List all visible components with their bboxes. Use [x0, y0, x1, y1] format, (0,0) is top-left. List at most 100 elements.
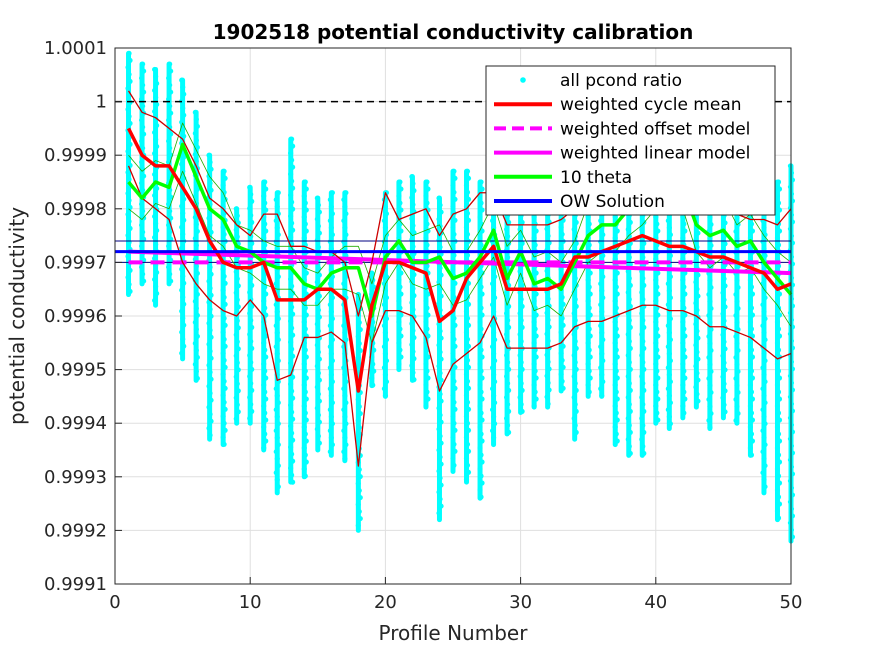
pcond-point	[192, 151, 198, 157]
pcond-point	[314, 237, 320, 243]
pcond-point	[127, 99, 133, 105]
pcond-point	[545, 401, 551, 407]
pcond-point	[168, 236, 174, 242]
pcond-point	[194, 354, 200, 360]
pcond-point	[220, 350, 226, 356]
pcond-point	[641, 408, 647, 414]
pcond-point	[452, 175, 458, 181]
pcond-point	[220, 434, 226, 440]
pcond-point	[409, 363, 415, 369]
pcond-point	[749, 228, 756, 234]
pcond-point	[424, 263, 430, 269]
pcond-point	[450, 203, 456, 209]
pcond-point	[612, 361, 618, 367]
pcond-point	[479, 186, 485, 192]
pcond-point	[356, 340, 362, 347]
pcond-point	[275, 400, 281, 406]
pcond-point	[477, 319, 483, 325]
pcond-point	[532, 368, 538, 374]
pcond-point	[451, 378, 457, 384]
pcond-point	[761, 225, 767, 231]
pcond-point	[249, 198, 255, 204]
pcond-point	[153, 241, 159, 248]
pcond-point	[748, 221, 755, 227]
pcond-point	[450, 392, 456, 398]
pcond-point	[263, 291, 269, 297]
pcond-point	[600, 274, 606, 280]
pcond-point	[314, 426, 320, 432]
pcond-point	[491, 372, 497, 378]
pcond-point	[760, 470, 766, 476]
pcond-point	[639, 352, 645, 358]
pcond-point	[787, 226, 794, 232]
pcond-point	[126, 176, 132, 182]
pcond-point	[288, 465, 294, 471]
pcond-point	[614, 270, 620, 276]
pcond-point	[206, 152, 212, 158]
pcond-point	[383, 316, 390, 322]
pcond-point	[641, 366, 647, 372]
pcond-point	[477, 487, 483, 493]
pcond-point	[721, 234, 727, 240]
pcond-point	[289, 136, 295, 142]
pcond-point	[546, 387, 552, 393]
pcond-point	[221, 441, 227, 447]
pcond-point	[288, 213, 294, 219]
pcond-point	[180, 294, 186, 300]
pcond-point	[706, 375, 712, 382]
pcond-point	[776, 480, 783, 486]
pcond-point	[572, 422, 578, 428]
pcond-point	[355, 522, 361, 529]
pcond-point	[126, 113, 132, 119]
pcond-point	[396, 193, 402, 199]
pcond-point	[762, 421, 768, 427]
pcond-point	[222, 364, 228, 370]
pcond-point	[544, 352, 550, 358]
pcond-point	[233, 332, 239, 338]
pcond-point	[681, 305, 687, 311]
pcond-point	[666, 414, 672, 420]
pcond-point	[491, 414, 497, 420]
pcond-point	[179, 308, 185, 314]
pcond-point	[585, 214, 591, 220]
pcond-point	[465, 280, 472, 286]
pcond-point	[341, 281, 347, 287]
pcond-point	[533, 396, 539, 402]
pcond-point	[220, 329, 226, 335]
pcond-point	[477, 466, 483, 472]
pcond-point	[599, 288, 605, 294]
pcond-point	[179, 329, 185, 335]
pcond-point	[152, 66, 158, 73]
pcond-point	[706, 354, 712, 361]
pcond-point	[167, 208, 173, 214]
pcond-point	[573, 240, 579, 246]
pcond-point	[559, 294, 565, 300]
pcond-point	[261, 424, 267, 430]
pcond-point	[316, 314, 322, 320]
pcond-point	[722, 346, 728, 352]
pcond-point	[206, 383, 212, 389]
pcond-point	[479, 354, 485, 360]
pcond-point	[397, 179, 403, 185]
pcond-point	[425, 396, 431, 402]
pcond-point	[180, 336, 186, 342]
pcond-point	[558, 266, 564, 272]
pcond-point	[681, 284, 687, 290]
pcond-point	[747, 277, 754, 283]
pcond-point	[438, 440, 444, 446]
pcond-point	[682, 228, 688, 234]
pcond-point	[303, 186, 309, 192]
pcond-point	[641, 303, 647, 309]
pcond-point	[694, 370, 700, 376]
pcond-point	[559, 231, 565, 237]
pcond-point	[463, 182, 470, 188]
pcond-point	[302, 473, 308, 479]
pcond-point	[517, 289, 523, 295]
pcond-point	[316, 419, 322, 425]
pcond-point	[760, 449, 766, 455]
pcond-point	[787, 184, 794, 190]
pcond-point	[290, 353, 296, 359]
pcond-point	[220, 182, 226, 188]
pcond-point	[221, 231, 227, 237]
pcond-point	[707, 319, 713, 326]
